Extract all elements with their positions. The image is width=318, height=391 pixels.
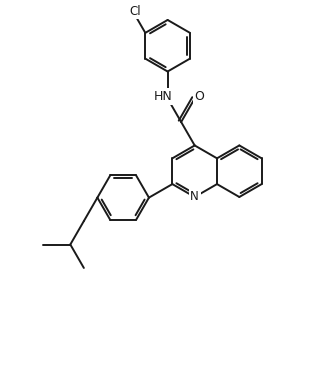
Text: N: N xyxy=(190,190,199,203)
Text: Cl: Cl xyxy=(129,5,141,18)
Text: HN: HN xyxy=(153,90,172,103)
Text: O: O xyxy=(195,90,204,103)
